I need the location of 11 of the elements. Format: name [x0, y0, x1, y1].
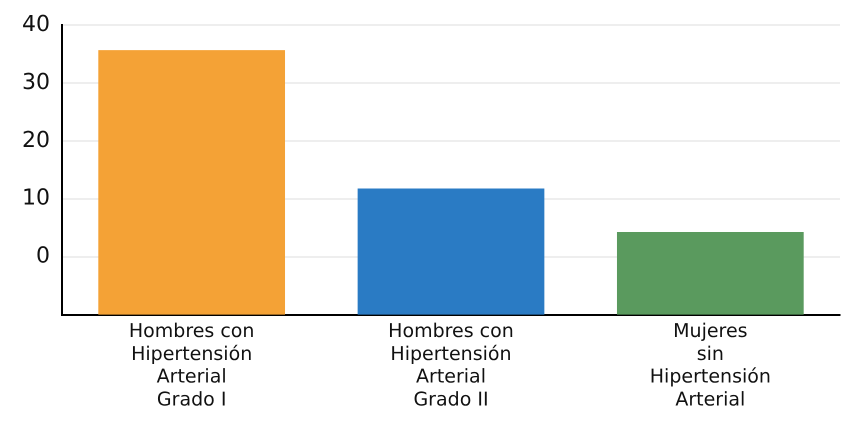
y-tick-label: 0 — [36, 244, 50, 269]
x-tick-label: Hombres con Hipertensión Arterial Grado II — [388, 320, 514, 411]
bar — [616, 232, 804, 315]
y-tick-label: 10 — [22, 186, 50, 211]
y-tick-label: 40 — [22, 12, 50, 37]
x-tick-label: Mujeres sin Hipertensión Arterial — [650, 320, 771, 411]
bar — [98, 50, 286, 315]
bar — [358, 188, 544, 315]
y-tick-label: 20 — [22, 128, 50, 153]
y-tick-label: 30 — [22, 70, 50, 95]
x-tick-label: Hombres con Hipertensión Arterial Grado I — [128, 320, 254, 411]
